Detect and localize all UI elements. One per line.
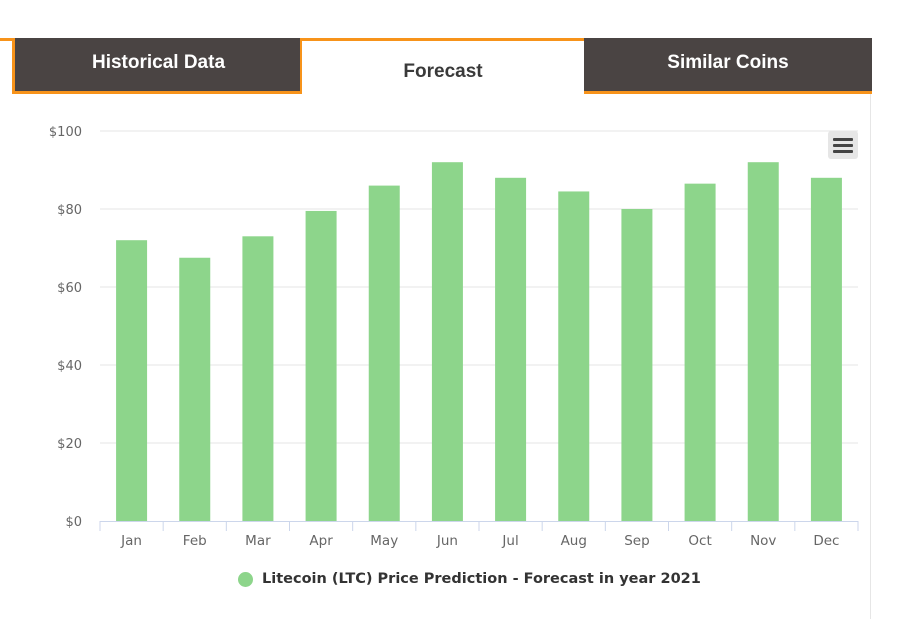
chart-menu-button[interactable] — [828, 131, 858, 159]
bar-nov — [747, 162, 779, 521]
bar-sep — [621, 209, 653, 521]
y-tick-label: $100 — [49, 125, 82, 140]
panel-right-border — [870, 92, 871, 619]
y-tick-label: $60 — [57, 281, 82, 296]
y-tick-label: $80 — [57, 203, 82, 218]
x-tick-label: Aug — [561, 533, 587, 549]
hamburger-menu-icon-line — [833, 149, 853, 153]
x-tick-label: Apr — [309, 533, 333, 549]
bar-jul — [495, 177, 527, 522]
bar-aug — [558, 191, 590, 521]
hamburger-menu-icon — [833, 137, 853, 141]
tab-similar-coins[interactable]: Similar Coins — [584, 38, 872, 94]
x-tick-label: May — [370, 533, 398, 549]
y-tick-label: $0 — [65, 515, 82, 530]
x-tick-label: Jul — [501, 533, 518, 549]
bar-dec — [810, 177, 842, 522]
legend-label: Litecoin (LTC) Price Prediction - Foreca… — [262, 571, 701, 587]
bar-oct — [684, 183, 716, 521]
x-tick-label: Oct — [688, 533, 711, 549]
bar-apr — [305, 210, 337, 521]
bar-feb — [179, 257, 211, 521]
legend-marker — [238, 571, 253, 587]
bar-jun — [431, 162, 463, 521]
x-tick-label: Dec — [813, 533, 839, 549]
tab-bar-accent-line — [0, 38, 12, 41]
x-tick-label: Mar — [245, 533, 271, 549]
bar-jan — [116, 240, 148, 521]
x-tick-label: Feb — [183, 533, 207, 549]
tab-historical-data[interactable]: Historical Data — [12, 38, 302, 94]
x-tick-label: Nov — [750, 533, 776, 549]
x-tick-label: Sep — [624, 533, 649, 549]
x-tick-label: Jun — [436, 533, 458, 549]
y-tick-label: $40 — [57, 359, 82, 374]
bar-may — [368, 185, 400, 521]
tab-forecast[interactable]: Forecast — [300, 38, 586, 94]
chart-legend[interactable]: Litecoin (LTC) Price Prediction - Foreca… — [238, 571, 701, 587]
bar-mar — [242, 236, 274, 522]
x-tick-label: Jan — [120, 533, 142, 549]
y-tick-label: $20 — [57, 437, 82, 452]
hamburger-menu-icon-line — [833, 143, 853, 147]
